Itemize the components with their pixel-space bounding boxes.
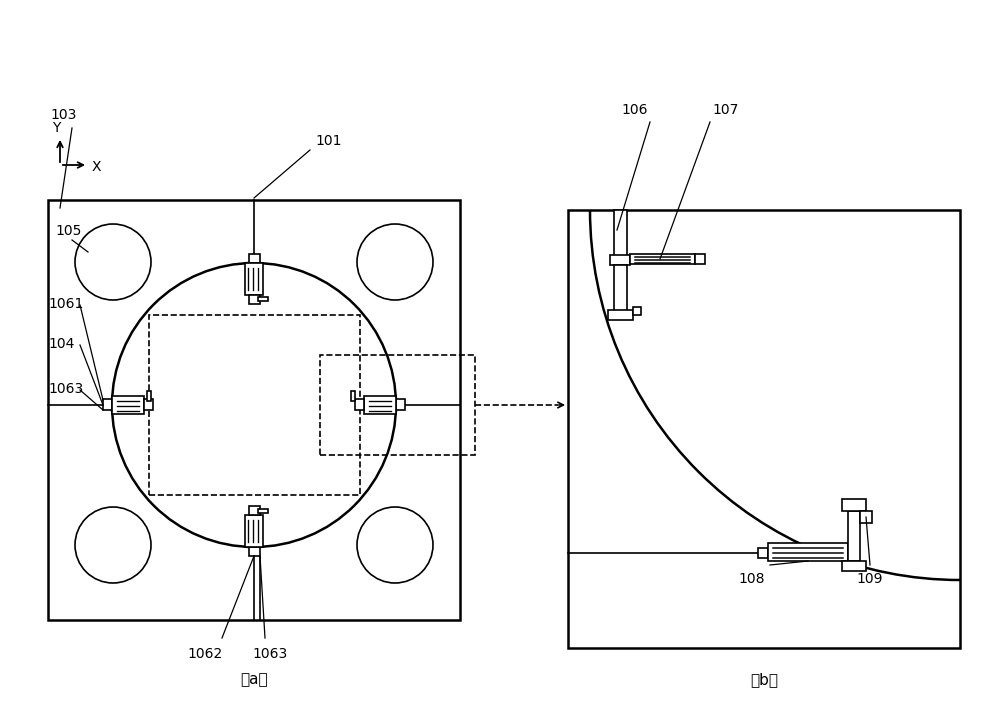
- Bar: [245, 263, 263, 295]
- Text: （b）: （b）: [750, 672, 778, 688]
- Bar: [396, 399, 405, 410]
- Bar: [842, 561, 866, 571]
- Bar: [112, 396, 144, 414]
- Text: 105: 105: [55, 224, 81, 238]
- Text: 1063: 1063: [48, 382, 83, 396]
- Bar: [630, 254, 695, 264]
- Bar: [351, 391, 355, 401]
- Circle shape: [75, 224, 151, 300]
- Circle shape: [357, 507, 433, 583]
- Bar: [614, 210, 627, 260]
- Text: 1062: 1062: [187, 647, 223, 661]
- Bar: [149, 315, 360, 495]
- Text: 1061: 1061: [48, 297, 83, 311]
- Text: 108: 108: [739, 572, 765, 586]
- Bar: [258, 297, 268, 301]
- Bar: [608, 310, 633, 320]
- Bar: [48, 200, 460, 620]
- Bar: [249, 254, 260, 263]
- Bar: [758, 548, 768, 558]
- Bar: [144, 399, 153, 410]
- Bar: [147, 391, 151, 401]
- Bar: [568, 210, 960, 648]
- Text: X: X: [92, 160, 102, 174]
- Circle shape: [357, 224, 433, 300]
- Text: 101: 101: [315, 134, 342, 148]
- Circle shape: [75, 507, 151, 583]
- Bar: [695, 254, 705, 264]
- Bar: [768, 543, 848, 561]
- Bar: [258, 509, 268, 513]
- Bar: [614, 265, 627, 315]
- Text: 104: 104: [48, 337, 74, 351]
- Bar: [249, 547, 260, 556]
- Text: 106: 106: [622, 103, 648, 117]
- Bar: [610, 255, 630, 265]
- Bar: [633, 307, 641, 315]
- Circle shape: [112, 263, 396, 547]
- Text: 109: 109: [857, 572, 883, 586]
- Text: 107: 107: [712, 103, 738, 117]
- Bar: [103, 399, 112, 410]
- Text: Y: Y: [52, 121, 60, 135]
- Bar: [848, 511, 860, 561]
- Text: 1063: 1063: [252, 647, 288, 661]
- Bar: [364, 396, 396, 414]
- Text: 103: 103: [50, 108, 76, 122]
- Bar: [860, 511, 872, 523]
- Bar: [249, 506, 260, 515]
- Bar: [249, 295, 260, 304]
- Text: （a）: （a）: [240, 672, 268, 688]
- Bar: [320, 355, 475, 455]
- Bar: [355, 399, 364, 410]
- Bar: [842, 499, 866, 511]
- Bar: [245, 515, 263, 547]
